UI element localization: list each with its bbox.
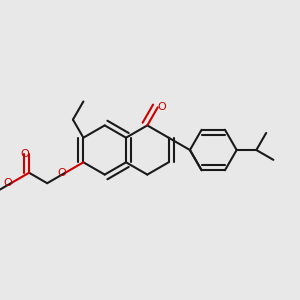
Text: O: O — [57, 168, 66, 178]
Text: O: O — [157, 102, 166, 112]
Text: O: O — [3, 178, 12, 188]
Text: O: O — [21, 149, 29, 159]
